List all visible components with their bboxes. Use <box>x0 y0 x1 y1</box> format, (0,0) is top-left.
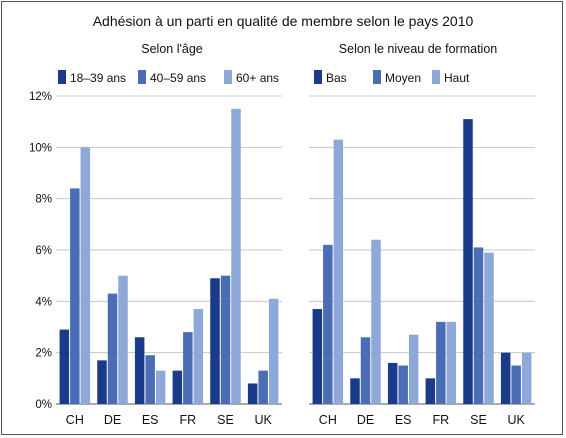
category-label: FR <box>179 413 196 427</box>
y-tick-label: 12% <box>29 91 52 103</box>
bar-uk-1 <box>247 383 258 404</box>
legend-swatch <box>314 70 322 84</box>
panel-2: Selon le niveau de formation Bas Moyen Haut… <box>309 42 535 427</box>
bar-fr-1 <box>425 378 436 404</box>
y-tick-label: 10% <box>29 142 52 154</box>
bar-de-1 <box>350 378 360 404</box>
bar-de-3 <box>371 239 381 404</box>
bar-es-2 <box>145 355 155 404</box>
chart-title: Adhésion à un parti en qualité de membre… <box>93 13 474 29</box>
legend-swatch <box>138 70 146 84</box>
legend-label: Haut <box>444 71 470 85</box>
y-tick-label: 2% <box>35 348 52 360</box>
bar-fr-2 <box>183 332 193 404</box>
bar-se-1 <box>463 119 473 404</box>
category-label: ES <box>395 413 412 427</box>
legend-swatch <box>373 70 381 84</box>
panel-1: Selon l'âge 18–39 ans 40–59 ans 60+ ans CH DE… <box>56 42 282 427</box>
bar-se-3 <box>484 252 494 404</box>
bar-uk-1 <box>500 352 511 404</box>
legend-swatch <box>224 70 232 84</box>
bar-uk-2 <box>258 370 268 404</box>
category-label: ES <box>142 413 159 427</box>
bar-es-3 <box>155 370 166 404</box>
panel-subtitle: Selon l'âge <box>141 42 203 56</box>
bar-ch-1 <box>59 329 70 404</box>
bar-es-3 <box>408 334 419 404</box>
bar-uk-3 <box>268 298 279 404</box>
bar-uk-3 <box>521 352 532 404</box>
bar-ch-3 <box>333 139 344 404</box>
bar-fr-3 <box>446 321 457 404</box>
category-label: CH <box>319 413 337 427</box>
category-label: DE <box>104 413 121 427</box>
legend-swatch <box>58 70 66 84</box>
bar-de-1 <box>97 360 107 404</box>
bar-uk-2 <box>511 365 521 404</box>
bar-fr-1 <box>172 370 183 404</box>
legend-label: 18–39 ans <box>70 71 126 85</box>
bar-se-2 <box>220 275 231 404</box>
legend-label: Moyen <box>385 71 421 85</box>
category-label: SE <box>217 413 234 427</box>
bar-se-3 <box>231 108 241 404</box>
bar-se-2 <box>473 247 484 404</box>
bar-es-1 <box>134 337 145 404</box>
bar-fr-3 <box>193 309 204 404</box>
bar-de-2 <box>107 293 118 404</box>
legend-label: 40–59 ans <box>150 71 206 85</box>
y-tick-label: 6% <box>35 245 52 257</box>
bar-ch-2 <box>323 244 333 404</box>
category-label: DE <box>357 413 374 427</box>
bar-de-3 <box>118 275 128 404</box>
bar-ch-1 <box>312 309 323 404</box>
category-label: UK <box>507 413 525 427</box>
bar-ch-2 <box>70 188 80 404</box>
panel-subtitle: Selon le niveau de formation <box>339 42 497 56</box>
legend-swatch <box>432 70 440 84</box>
category-label: CH <box>66 413 84 427</box>
category-label: SE <box>470 413 487 427</box>
bar-es-2 <box>398 365 408 404</box>
y-tick-label: 8% <box>35 194 52 206</box>
bar-es-1 <box>387 362 398 404</box>
bar-de-2 <box>360 337 371 404</box>
bar-fr-2 <box>436 321 446 404</box>
legend-label: 60+ ans <box>236 71 279 85</box>
bar-se-1 <box>210 278 220 404</box>
bar-ch-3 <box>80 147 91 405</box>
y-tick-label: 0% <box>35 399 52 411</box>
category-label: UK <box>254 413 272 427</box>
y-tick-label: 4% <box>35 296 52 308</box>
legend-label: Bas <box>326 71 347 85</box>
category-label: FR <box>432 413 449 427</box>
